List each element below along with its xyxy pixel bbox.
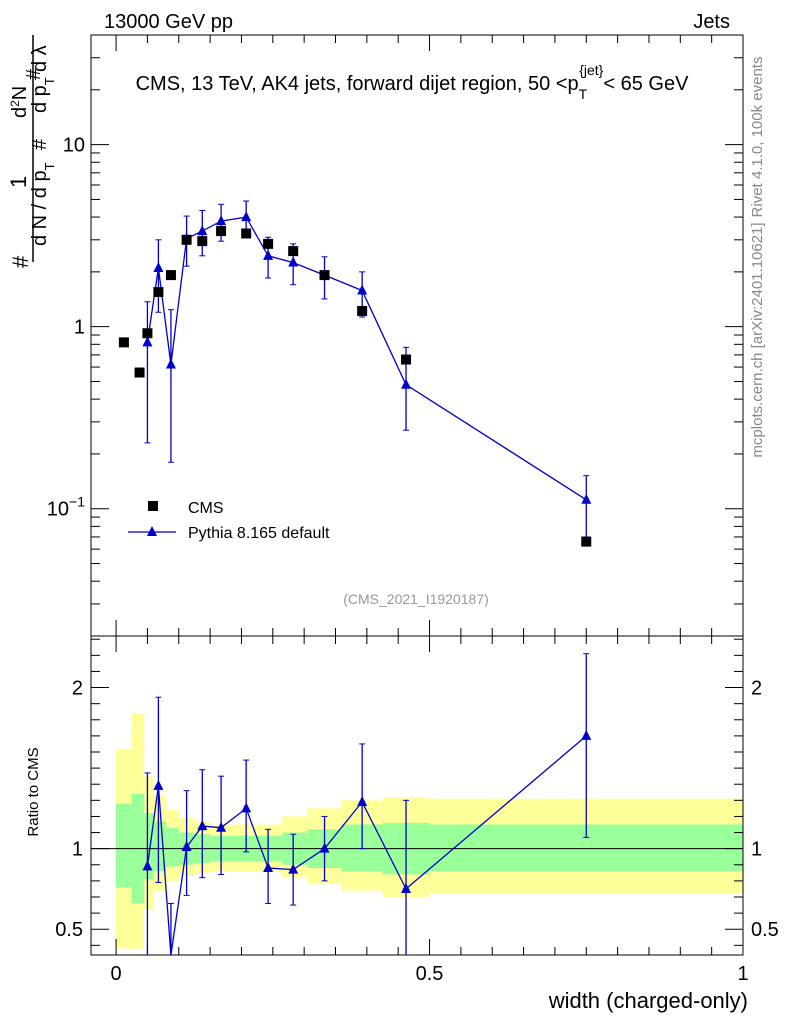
ratio-y-tick-label-right: 1 [751,839,762,861]
cms-point [181,234,192,245]
chart-title: CMS, 13 TeV, AK4 jets, forward dijet reg… [136,62,689,102]
y-label-d2n: d2N [8,86,31,118]
pythia-point [581,493,592,504]
ratio-pythia-point [197,820,208,831]
cms-point [153,287,164,298]
y-label-dlambda: d λ [29,45,51,72]
header-right-label: Jets [693,11,730,33]
cms-point [401,354,412,365]
ratio-pythia-point [581,729,592,740]
y-tick-label: 10−1 [47,494,85,521]
pythia-line [146,216,587,501]
pythia-point [241,211,252,222]
cms-point [288,246,299,257]
ratio-pythia-point [401,882,412,893]
inner-band [144,813,154,880]
cms-point [142,328,153,339]
cms-point [197,236,208,247]
cms-point [263,238,274,249]
ratio-pythia-point [319,842,330,853]
cms-point [134,367,145,378]
pythia-point [401,378,412,389]
cms-point [357,305,368,316]
ratio-frame [90,635,744,956]
y-label-dpt: d pT [29,77,57,113]
inner-band [116,803,132,888]
ratio-y-tick-label-left: 1 [72,839,83,861]
ratio-y-tick-label-right: 2 [751,678,762,700]
legend-pythia-marker [147,526,157,536]
cms-point [118,337,129,348]
legend-cms-marker [148,501,158,511]
y-tick-label: 1 [74,317,85,339]
y-label-dndpt: d N / d pT [29,162,57,246]
pythia-point [197,225,208,236]
cms-point [216,226,227,237]
ratio-y-axis-label: Ratio to CMS [25,747,42,836]
mcplots-label: mcplots.cern.ch [arXiv:2401.10621] [749,222,766,457]
y-label-hash: # [8,255,33,268]
cms-point [319,270,330,281]
ratio-pythia-point [153,779,164,790]
legend-cms-label: CMS [188,500,224,517]
pythia-point [288,256,299,267]
pythia-point [263,249,274,260]
ratio-y-tick-label-right: 0.5 [751,919,779,941]
pythia-point [153,262,164,273]
rivet-label: Rivet 4.1.0, 100k events [749,57,766,218]
ratio-pythia-point [216,821,227,832]
y-label-hash2: # [29,138,51,150]
ratio-pythia-point [288,863,299,874]
legend-pythia-label: Pythia 8.165 default [188,525,330,542]
watermark: (CMS_2021_I1920187) [343,591,489,607]
pythia-point [165,358,176,369]
ratio-pythia-point [263,862,274,872]
cms-point [581,536,592,547]
inner-band [166,827,179,867]
inner-band [153,821,167,872]
pythia-point [142,336,153,347]
x-tick-label: 0 [111,963,122,985]
ratio-pythia-point [181,841,192,852]
pythia-point [216,215,227,226]
ratio-y-tick-label-left: 2 [72,678,83,700]
x-axis-label: width (charged-only) [548,988,748,1013]
ratio-pythia-point [357,795,368,806]
ratio-pythia-point [241,802,252,813]
y-label-one: 1 [6,176,31,188]
ratio-pythia-point [142,860,153,871]
pythia-point [357,284,368,295]
ratio-y-tick-label-left: 0.5 [55,919,83,941]
header-left-label: 13000 GeV pp [104,11,233,33]
x-tick-label: 1 [737,963,748,985]
cms-point [165,270,176,281]
y-label-hash3: # [23,68,45,80]
main-frame [90,34,744,637]
y-tick-label: 10 [63,135,85,157]
cms-point [241,228,252,239]
x-tick-label: 0.5 [416,963,444,985]
main-panel: 10−1 1 10 CMS, 13 TeV, AK4 jets, forward di… [6,34,744,637]
